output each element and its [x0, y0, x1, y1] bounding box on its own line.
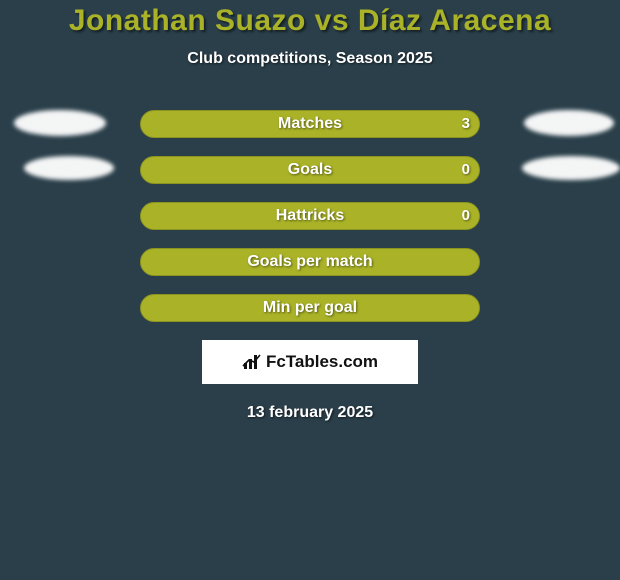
stat-row: Matches 3 [0, 110, 620, 138]
stat-row: Goals 0 [0, 156, 620, 184]
stat-bar: Hattricks 0 [140, 202, 480, 230]
watermark: FcTables.com [202, 340, 418, 384]
stat-label: Matches [140, 110, 480, 138]
stat-label: Min per goal [140, 294, 480, 322]
date-label: 13 february 2025 [0, 404, 620, 422]
stat-value: 0 [462, 202, 470, 230]
stat-label: Goals [140, 156, 480, 184]
page-title: Jonathan Suazo vs Díaz Aracena [0, 4, 620, 38]
stat-row: Goals per match [0, 248, 620, 276]
comparison-card: Jonathan Suazo vs Díaz Aracena Club comp… [0, 0, 620, 422]
chart-bars-icon [242, 353, 262, 371]
stat-bar: Goals 0 [140, 156, 480, 184]
watermark-inner: FcTables.com [242, 352, 378, 372]
stat-bar: Matches 3 [140, 110, 480, 138]
stat-value: 0 [462, 156, 470, 184]
stat-value: 3 [462, 110, 470, 138]
stat-bar: Goals per match [140, 248, 480, 276]
stat-label: Hattricks [140, 202, 480, 230]
stat-bar: Min per goal [140, 294, 480, 322]
stat-row: Hattricks 0 [0, 202, 620, 230]
stat-label: Goals per match [140, 248, 480, 276]
stat-row: Min per goal [0, 294, 620, 322]
subtitle: Club competitions, Season 2025 [0, 50, 620, 68]
watermark-text: FcTables.com [266, 352, 378, 372]
